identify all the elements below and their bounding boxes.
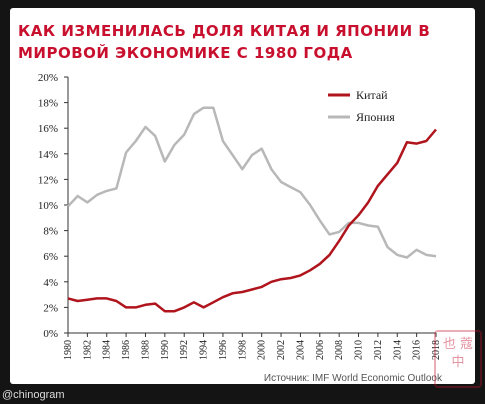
x-tick-label: 1996 [218,340,229,360]
y-tick-label: 18% [38,98,58,110]
x-tick-label: 1988 [140,340,151,360]
x-tick-label: 1998 [237,340,248,360]
red-seal-stamp: 也 蔻 中 [434,330,482,388]
legend-japan-label: Япония [356,110,395,124]
y-tick-label: 16% [38,123,58,135]
x-tick-label: 2006 [315,340,326,360]
x-tick-label: 1990 [160,340,171,360]
x-tick-label: 2000 [257,340,268,360]
legend: Китай Япония [328,88,395,124]
y-tick-label: 0% [43,328,58,340]
x-tick-label: 1992 [179,340,190,360]
x-tick-label: 2008 [334,340,345,360]
author-handle: @chinogram [2,389,65,401]
x-tick-label: 1982 [82,340,93,360]
y-axis-ticks: 0% 2% 4% 6% 8% 10% 12% 14% 16% 18% 20% [38,72,68,340]
x-tick-label: 1986 [121,340,132,360]
japan-line [67,106,437,259]
series-lines [67,106,437,313]
x-tick-label: 1984 [102,340,113,360]
y-tick-label: 8% [43,226,58,238]
source-note: Источник: IMF World Economic Outlook [264,373,443,384]
y-tick-label: 10% [38,200,58,212]
x-tick-label: 2012 [373,340,384,360]
x-tick-label: 2004 [295,340,306,360]
x-tick-label: 2010 [354,340,365,360]
y-tick-label: 6% [43,251,58,263]
x-tick-label: 2014 [392,340,403,360]
chart-panel [10,8,475,384]
legend-china-label: Китай [356,88,388,102]
y-tick-label: 12% [38,174,58,186]
y-tick-label: 4% [43,277,58,289]
x-axis-ticks: 1980 1982 1984 1986 1988 1990 1992 1994 1996 1998… [63,333,442,360]
x-tick-label: 1994 [199,340,210,360]
y-tick-label: 20% [38,72,58,84]
chart-title: КАК ИЗМЕНИЛАСЬ ДОЛЯ КИТАЯ И ЯПОНИИ В МИР… [18,22,431,62]
x-tick-label: 2016 [412,340,423,360]
china-line [67,128,437,313]
x-tick-label: 2002 [276,340,287,360]
x-tick-label: 1980 [63,340,74,360]
y-tick-label: 14% [38,149,58,161]
x-tick-label: 2018 [431,340,442,360]
y-tick-label: 2% [43,302,58,314]
